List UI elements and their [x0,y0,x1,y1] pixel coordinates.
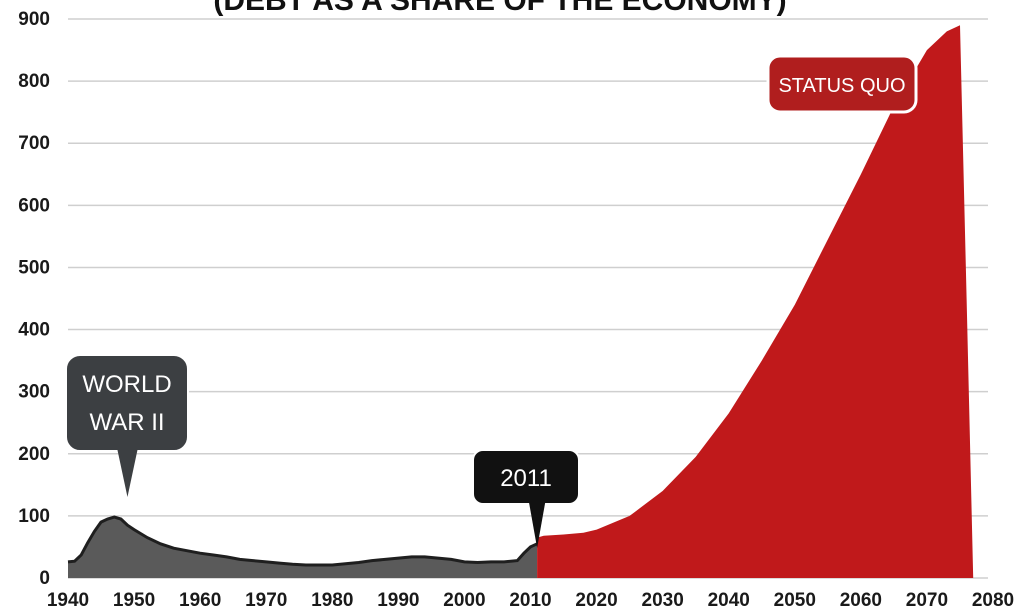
y-tick-label: 100 [18,506,50,527]
callout-2011: 2011 [472,449,580,548]
x-tick-label: 1990 [377,590,419,609]
callout-status-quo: STATUS QUO [766,54,918,114]
callouts: WORLD WAR II 2011 STATUS QUO [65,54,918,548]
callout-pointer [529,503,546,548]
projection-area [537,25,974,578]
x-axis-ticks: 1940 1950 1960 1970 1980 1990 2000 2010 2020 2030… [47,590,1014,609]
y-axis-ticks: 0 100 200 300 400 500 600 700 800 900 [18,9,50,589]
x-tick-label: 2060 [840,590,882,609]
callout-box [472,449,580,505]
x-tick-label: 2010 [509,590,551,609]
y-tick-label: 200 [18,444,50,465]
callout-box [766,54,918,114]
x-tick-label: 2020 [575,590,617,609]
chart-title: (DEBT AS A SHARE OF THE ECONOMY) [213,0,786,17]
y-tick-label: 0 [39,568,50,589]
callout-label-line1: WORLD [82,371,171,398]
x-tick-label: 1950 [113,590,155,609]
historical-line [67,515,538,567]
x-tick-label: 2050 [774,590,816,609]
x-tick-label: 2000 [443,590,485,609]
callout-label: STATUS QUO [778,75,905,97]
callout-world-war-ii: WORLD WAR II [65,354,189,497]
x-tick-label: 1960 [179,590,221,609]
historical-area [68,517,538,578]
y-tick-label: 500 [18,257,50,278]
area-layer [67,25,974,578]
x-tick-label: 1940 [47,590,89,609]
callout-pointer [117,450,138,497]
callout-label-line2: WAR II [89,409,164,436]
callout-label: 2011 [500,465,552,492]
y-tick-label: 900 [18,9,50,30]
y-tick-label: 600 [18,195,50,216]
y-tick-label: 700 [18,133,50,154]
x-tick-label: 1980 [311,590,353,609]
x-tick-label: 1970 [245,590,287,609]
y-tick-label: 400 [18,320,50,341]
x-tick-label: 2030 [642,590,684,609]
callout-box [65,354,189,452]
x-tick-label: 2070 [906,590,948,609]
grid-lines [68,18,988,579]
y-tick-label: 800 [18,71,50,92]
x-tick-label: 2080 [972,590,1014,609]
x-tick-label: 2040 [708,590,750,609]
y-tick-label: 300 [18,382,50,403]
